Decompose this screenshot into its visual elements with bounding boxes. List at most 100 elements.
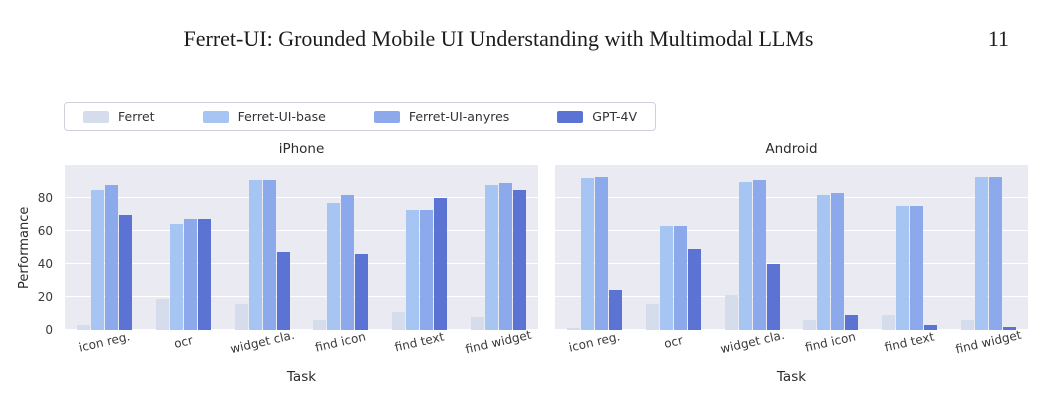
bar <box>831 193 845 330</box>
page-number: 11 <box>987 26 1009 51</box>
bar-groups <box>555 165 1028 330</box>
bar-groups <box>65 165 538 330</box>
y-tick-label: 60 <box>37 224 53 238</box>
bar-group <box>713 165 792 330</box>
bar <box>406 209 420 330</box>
bar <box>724 295 738 330</box>
bar-group <box>949 165 1028 330</box>
bar <box>673 226 687 330</box>
bar <box>104 184 118 330</box>
bar <box>155 298 169 330</box>
bar <box>766 264 780 330</box>
bar <box>327 202 341 330</box>
bar <box>420 209 434 330</box>
legend-item: Ferret-UI-anyres <box>373 109 509 124</box>
bar <box>262 179 276 330</box>
gridline <box>65 295 538 297</box>
subplot-iphone: iPhone Performance 0 20 40 60 80 icon reg. oc… <box>17 95 538 405</box>
bar <box>276 252 290 330</box>
bar <box>313 320 327 330</box>
bar <box>608 290 622 330</box>
y-tick-label: 80 <box>37 191 53 205</box>
bar-group <box>870 165 949 330</box>
gridline <box>65 196 538 198</box>
bar <box>910 206 924 330</box>
subplot-android: Android icon reg. ocr widget cla. find icon… <box>555 95 1028 405</box>
x-tick-label: find text <box>393 329 446 355</box>
paper-title: Ferret-UI: Grounded Mobile UI Understand… <box>183 26 814 51</box>
bar-group <box>380 165 459 330</box>
bar <box>845 315 859 330</box>
legend-label: Ferret <box>118 109 155 124</box>
legend-swatch <box>202 110 229 123</box>
subplot-title-android: Android <box>765 141 818 157</box>
bar <box>1003 326 1017 330</box>
bar <box>961 320 975 330</box>
bar <box>752 179 766 330</box>
bar-group <box>223 165 302 330</box>
bar <box>392 311 406 330</box>
bar <box>499 183 513 330</box>
gridline <box>555 262 1028 264</box>
x-tick-label: icon reg. <box>77 329 132 355</box>
bar <box>434 198 448 330</box>
bar-chart-figure: Ferret Ferret-UI-base Ferret-UI-anyres GPT-… <box>0 95 1061 410</box>
x-axis-label-iphone: Task <box>286 369 317 385</box>
x-tick-label: find icon <box>314 329 368 355</box>
bar <box>687 249 701 330</box>
y-tick-labels: 0 20 40 60 80 <box>25 165 59 337</box>
bar <box>817 194 831 330</box>
bar-group <box>634 165 713 330</box>
legend-item: Ferret <box>83 109 155 124</box>
bar <box>248 179 262 330</box>
bar <box>924 325 938 330</box>
bar <box>738 181 752 330</box>
bar-group <box>459 165 538 330</box>
bar <box>197 219 211 330</box>
bar <box>513 189 527 330</box>
legend-item: GPT-4V <box>557 109 637 124</box>
legend-item: Ferret-UI-base <box>202 109 326 124</box>
x-tick-label: icon reg. <box>567 329 622 355</box>
bar-group <box>65 165 144 330</box>
bar <box>183 219 197 330</box>
bar <box>989 176 1003 330</box>
legend-swatch <box>83 110 109 123</box>
gridline <box>555 328 1028 330</box>
gridline <box>65 262 538 264</box>
x-tick-label: ocr <box>662 333 685 351</box>
x-tick-label: ocr <box>172 333 195 351</box>
legend-swatch <box>373 110 400 123</box>
chart-legend: Ferret Ferret-UI-base Ferret-UI-anyres GPT-… <box>64 102 657 131</box>
paper-header: Ferret-UI: Grounded Mobile UI Understand… <box>0 26 1061 56</box>
bar <box>594 176 608 330</box>
x-tick-label: find icon <box>804 329 858 355</box>
y-tick-label: 20 <box>37 290 53 304</box>
x-axis-label-android: Task <box>776 369 807 385</box>
plot-area-android <box>555 165 1028 330</box>
bar <box>566 328 580 330</box>
bar <box>355 254 369 330</box>
bar <box>645 303 659 330</box>
bar <box>882 315 896 330</box>
gridline <box>555 229 1028 231</box>
bar <box>485 184 499 330</box>
bar <box>975 176 989 330</box>
gridline <box>65 328 538 330</box>
legend-swatch <box>557 110 584 123</box>
subplot-title-iphone: iPhone <box>278 141 325 157</box>
bar <box>659 226 673 330</box>
bar <box>90 189 104 330</box>
bar <box>341 194 355 330</box>
bar-group <box>301 165 380 330</box>
bar <box>896 206 910 330</box>
bar <box>76 325 90 330</box>
bar <box>803 320 817 330</box>
bar-group <box>555 165 634 330</box>
x-tick-label: widget cla. <box>228 327 296 357</box>
x-tick-label: find text <box>883 329 936 355</box>
y-tick-label: 40 <box>37 257 53 271</box>
bar <box>580 178 594 330</box>
bar-group <box>791 165 870 330</box>
